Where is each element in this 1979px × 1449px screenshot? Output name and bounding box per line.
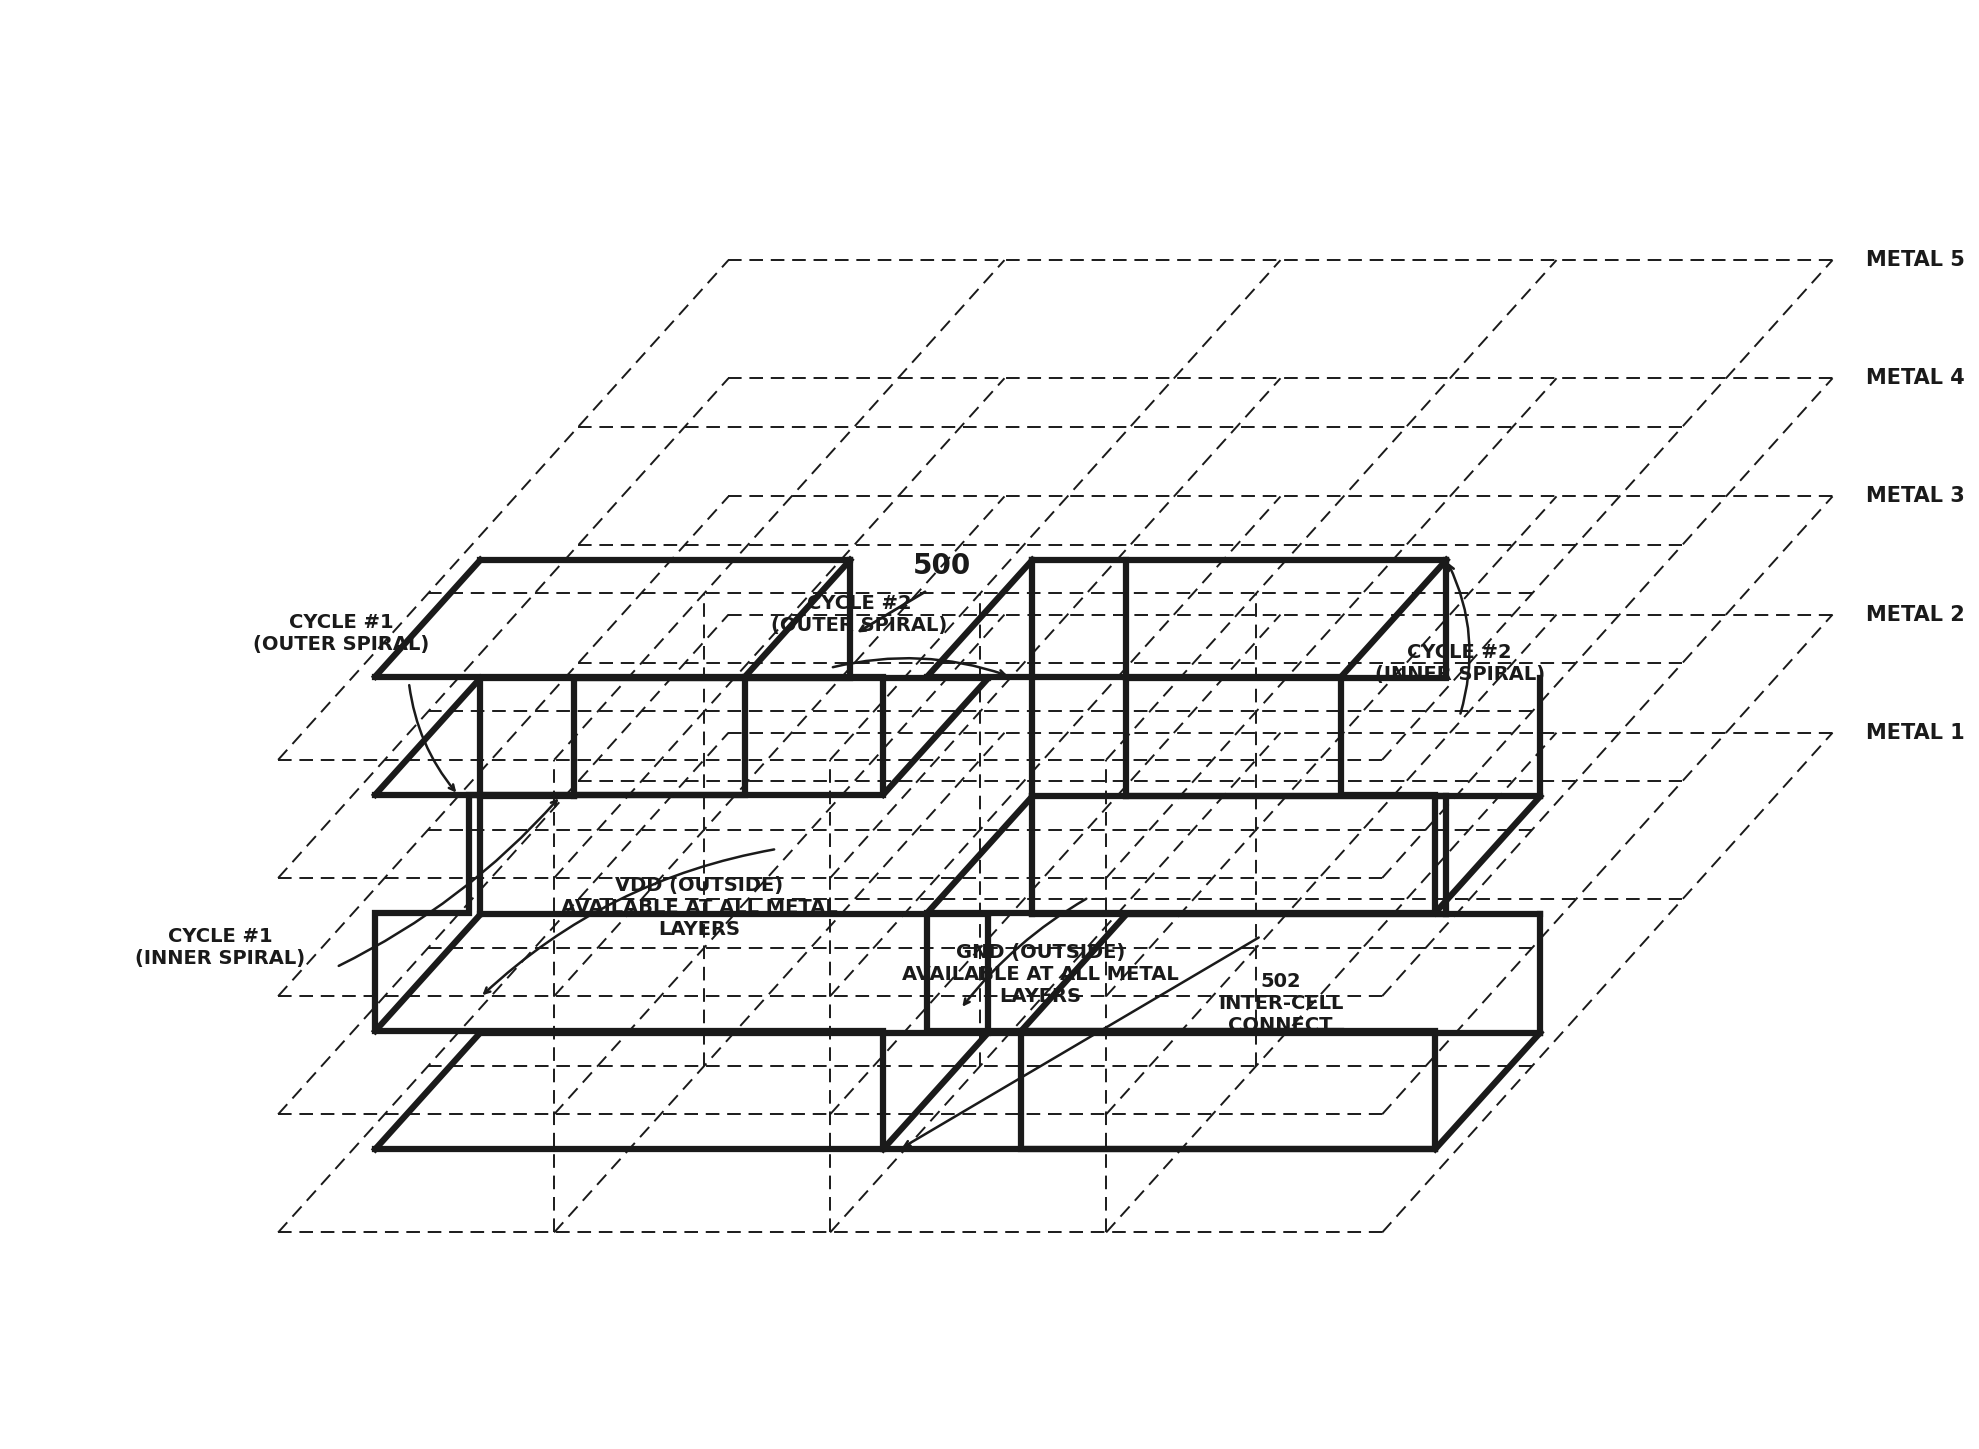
Text: METAL 3: METAL 3 <box>1866 487 1965 506</box>
Text: CYCLE #1
(OUTER SPIRAL): CYCLE #1 (OUTER SPIRAL) <box>253 613 429 655</box>
Text: METAL 1: METAL 1 <box>1866 723 1965 743</box>
Text: GND (OUTSIDE)
AVAILABLE AT ALL METAL
LAYERS: GND (OUTSIDE) AVAILABLE AT ALL METAL LAY… <box>902 943 1179 1007</box>
Text: CYCLE #2
(OUTER SPIRAL): CYCLE #2 (OUTER SPIRAL) <box>772 594 948 635</box>
Text: 502
INTER-CELL
CONNECT: 502 INTER-CELL CONNECT <box>1217 972 1344 1036</box>
Text: 500: 500 <box>912 552 972 580</box>
Text: METAL 4: METAL 4 <box>1866 368 1965 388</box>
Text: VDD (OUTSIDE)
AVAILABLE AT ALL METAL
LAYERS: VDD (OUTSIDE) AVAILABLE AT ALL METAL LAY… <box>560 875 837 939</box>
Text: CYCLE #2
(INNER SPIRAL): CYCLE #2 (INNER SPIRAL) <box>1375 642 1546 684</box>
Text: CYCLE #1
(INNER SPIRAL): CYCLE #1 (INNER SPIRAL) <box>135 927 305 968</box>
Text: METAL 5: METAL 5 <box>1866 251 1965 270</box>
Text: METAL 2: METAL 2 <box>1866 604 1965 625</box>
